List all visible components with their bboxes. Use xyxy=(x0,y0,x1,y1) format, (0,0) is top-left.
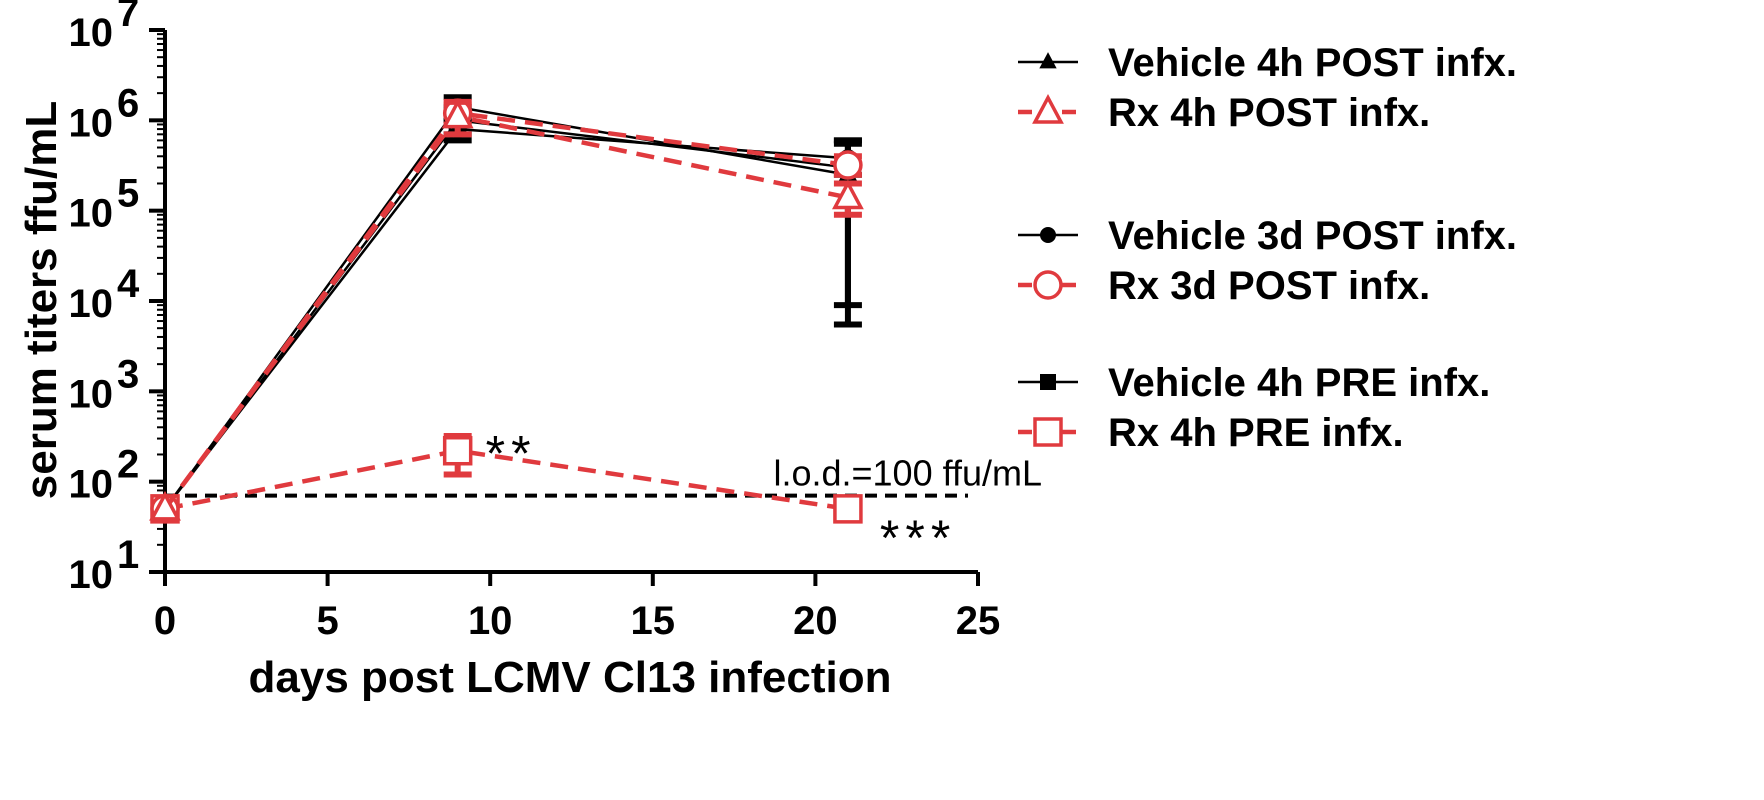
x-tick-label-10: 10 xyxy=(468,599,513,643)
x-tick-label-25: 25 xyxy=(956,599,1001,643)
series-line-5 xyxy=(164,448,849,512)
data-point xyxy=(441,98,474,129)
x-tick-label-20: 20 xyxy=(793,599,838,643)
significance-annotation: ** xyxy=(486,426,537,482)
y-tick-exponent-4: 4 xyxy=(117,262,140,306)
series-group xyxy=(149,94,864,524)
y-tick-label-4: 10 xyxy=(69,282,114,326)
significance-annotation: *** xyxy=(880,510,956,566)
legend-label: Vehicle 3d POST infx. xyxy=(1108,214,1517,258)
legend-label: Vehicle 4h PRE infx. xyxy=(1108,361,1490,405)
legend-item-3: Rx 3d POST infx. xyxy=(1018,264,1430,308)
y-tick-exponent-1: 1 xyxy=(117,533,139,577)
y-tick-label-6: 10 xyxy=(69,101,114,145)
legend-label: Rx 4h PRE infx. xyxy=(1108,411,1404,455)
legend-label: Rx 3d POST infx. xyxy=(1108,264,1430,308)
series-1 xyxy=(149,98,864,521)
legend-label: Vehicle 4h POST infx. xyxy=(1108,41,1517,85)
data-point xyxy=(442,435,473,466)
legend-marker xyxy=(1039,52,1057,69)
legend-marker xyxy=(1032,93,1064,124)
legend-item-0: Vehicle 4h POST infx. xyxy=(1018,41,1517,85)
legend-item-1: Rx 4h POST infx. xyxy=(1018,91,1430,135)
legend-item-4: Vehicle 4h PRE infx. xyxy=(1018,361,1490,405)
y-tick-label-1: 10 xyxy=(69,553,114,597)
lod-label: l.o.d.=100 ffu/mL xyxy=(773,453,1042,494)
data-point xyxy=(831,179,864,210)
legend-item-2: Vehicle 3d POST infx. xyxy=(1018,214,1517,258)
legend-marker xyxy=(1040,374,1056,390)
legend: Vehicle 4h POST infx. Rx 4h POST infx. Veh… xyxy=(1018,41,1517,455)
legend-marker xyxy=(1033,417,1063,447)
x-tick-label-0: 0 xyxy=(154,599,176,643)
y-tick-exponent-7: 7 xyxy=(117,0,139,35)
x-tick-label-5: 5 xyxy=(316,599,338,643)
y-tick-label-7: 10 xyxy=(69,11,114,55)
x-axis-title: days post LCMV Cl13 infection xyxy=(249,653,892,702)
y-tick-exponent-2: 2 xyxy=(117,443,139,487)
legend-label: Rx 4h POST infx. xyxy=(1108,91,1430,135)
legend-item-5: Rx 4h PRE infx. xyxy=(1018,411,1404,455)
x-tick-label-15: 15 xyxy=(631,599,676,643)
data-point xyxy=(833,494,863,524)
reference-line-group: l.o.d.=100 ffu/mL xyxy=(165,453,1042,498)
data-point xyxy=(149,490,181,521)
legend-marker xyxy=(1033,270,1063,300)
data-point xyxy=(833,150,863,180)
y-tick-label-3: 10 xyxy=(69,372,114,416)
y-tick-exponent-3: 3 xyxy=(117,352,139,396)
y-tick-label-5: 10 xyxy=(69,192,114,236)
y-tick-exponent-6: 6 xyxy=(117,81,139,125)
annotations-group: ***** xyxy=(486,426,956,566)
y-axis-title: serum titers ffu/mL xyxy=(17,101,66,500)
legend-marker xyxy=(1040,227,1056,243)
y-tick-label-2: 10 xyxy=(69,463,114,507)
y-tick-exponent-5: 5 xyxy=(117,172,139,216)
